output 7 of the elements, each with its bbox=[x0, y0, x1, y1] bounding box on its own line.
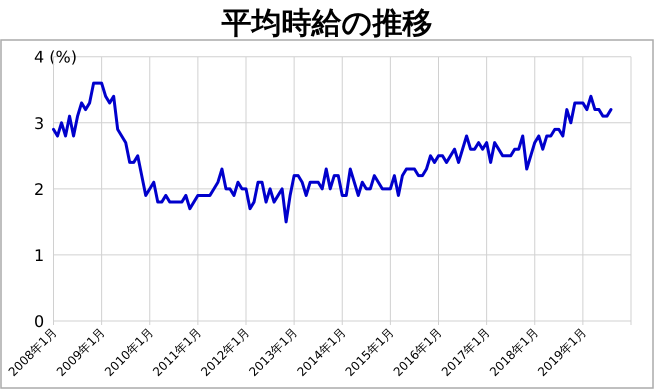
y-tick-label: 0 bbox=[34, 312, 44, 331]
y-tick-label: 4 (%) bbox=[34, 48, 77, 67]
y-tick-label: 1 bbox=[34, 246, 44, 265]
line-series bbox=[52, 82, 612, 224]
y-tick-label: 2 bbox=[34, 180, 44, 199]
y-tick-label: 3 bbox=[34, 114, 44, 133]
chart-title: 平均時給の推移 bbox=[220, 6, 432, 41]
